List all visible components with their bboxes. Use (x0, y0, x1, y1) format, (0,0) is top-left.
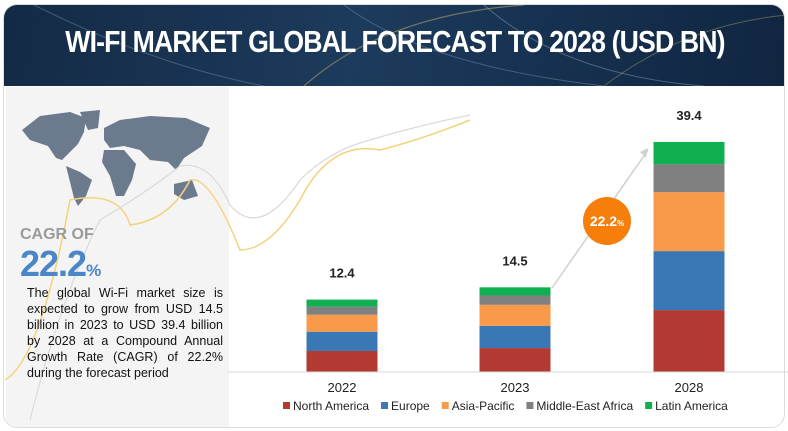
cagr-label: CAGR OF (20, 226, 94, 243)
cagr-badge (583, 197, 631, 245)
bar-segment-north-america (306, 350, 378, 372)
decorative-curve (4, 119, 471, 381)
legend-label: Latin America (655, 399, 728, 413)
bar-segment-asia-pacific (653, 192, 725, 252)
market-description: The global Wi-Fi market size is expected… (27, 286, 223, 380)
legend-label: Middle-East Africa (536, 399, 633, 413)
decorative-curve (29, 114, 471, 421)
bar-segment-north-america (653, 310, 725, 372)
bar-segment-asia-pacific (479, 304, 551, 326)
bar-segment-latin-america (653, 141, 725, 165)
legend-swatch (645, 402, 653, 409)
network-lines-decoration (33, 5, 784, 86)
bar-segment-europe (306, 331, 378, 351)
legend-swatch (283, 402, 290, 409)
bar-total-label: 12.4 (329, 266, 355, 281)
x-tick-label: 2023 (501, 380, 530, 395)
bar-total-label: 14.5 (502, 253, 527, 268)
bar-segment-europe (479, 325, 551, 349)
world-map-icon (22, 110, 210, 206)
x-tick-label: 2028 (675, 380, 704, 395)
bar-segment-latin-america (306, 299, 378, 307)
x-tick-label: 2022 (328, 380, 357, 395)
header-banner: WI-FI MARKET GLOBAL FORECAST TO 2028 (US… (4, 5, 784, 86)
legend-swatch (381, 402, 389, 409)
arrow-head-icon (640, 148, 648, 158)
bar-segment-asia-pacific (306, 314, 378, 332)
bar-segment-europe (653, 251, 725, 311)
page-title: WI-FI MARKET GLOBAL FORECAST TO 2028 (US… (65, 24, 725, 59)
bar-total-label: 39.4 (676, 108, 702, 123)
legend-swatch (526, 402, 534, 409)
bar-segment-latin-america (479, 287, 551, 296)
legend-label: North America (293, 399, 369, 413)
legend-label: Europe (391, 399, 430, 413)
bar-segment-middle-east-africa (653, 164, 725, 193)
bar-segment-north-america (479, 348, 551, 372)
legend-swatch (441, 402, 449, 409)
bar-segment-middle-east-africa (479, 295, 551, 305)
bar-segment-middle-east-africa (306, 306, 378, 315)
cagr-value: 22.2% (20, 243, 101, 284)
legend-label: Asia-Pacific (452, 399, 515, 413)
cagr-badge-text: 22.2% (590, 213, 624, 229)
